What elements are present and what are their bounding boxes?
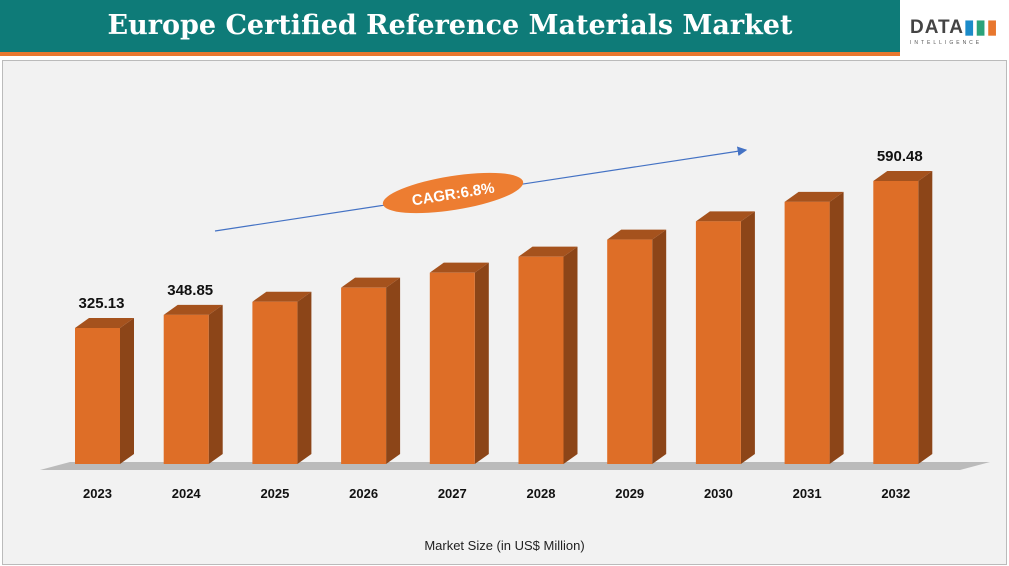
- data-label: 348.85: [167, 282, 213, 299]
- bar-top: [607, 229, 667, 240]
- x-tick-label: 2024: [172, 486, 202, 501]
- bar-2027: [429, 272, 475, 464]
- bar-side: [563, 246, 578, 464]
- bar-top: [163, 304, 223, 315]
- bar-side: [120, 318, 134, 464]
- data-label: 590.48: [877, 148, 923, 165]
- bar-top: [75, 318, 134, 328]
- bar-2023: [75, 328, 120, 464]
- bar-2032: [873, 181, 919, 464]
- x-axis-label: Market Size (in US$ Million): [424, 538, 585, 553]
- bar-top: [252, 291, 312, 302]
- bar-2025: [252, 301, 298, 464]
- logo-text: DATA▮▮▮: [910, 17, 999, 38]
- bar-2028: [518, 256, 564, 464]
- header-bar: [0, 0, 900, 56]
- bar-side: [740, 211, 755, 464]
- bar-2030: [695, 221, 741, 464]
- bar-top: [341, 277, 401, 288]
- bar-top: [518, 246, 578, 257]
- x-tick-label: 2029: [615, 486, 644, 501]
- data-label: 325.13: [79, 295, 125, 312]
- x-tick-label: 2028: [527, 486, 556, 501]
- bar-2026: [341, 287, 387, 464]
- bar-side: [386, 277, 401, 464]
- bar-top: [695, 211, 755, 222]
- logo-subtext: INTELLIGENCE: [910, 40, 983, 46]
- page-title: Europe Certified Reference Materials Mar…: [107, 10, 793, 41]
- bar-top: [429, 262, 489, 273]
- bar-side: [297, 291, 312, 464]
- bar-2029: [607, 239, 653, 464]
- bar-2024: [163, 314, 209, 464]
- bar-2031: [784, 201, 830, 464]
- bar-side: [829, 191, 844, 464]
- bar-top: [873, 171, 933, 181]
- x-tick-label: 2026: [349, 486, 378, 501]
- x-tick-label: 2025: [260, 486, 289, 501]
- cagr-badge: [382, 172, 524, 214]
- logo: DATA▮▮▮ INTELLIGENCE: [900, 0, 1009, 58]
- x-tick-label: 2027: [438, 486, 467, 501]
- x-tick-label: 2030: [704, 486, 733, 501]
- bar-side: [652, 229, 667, 464]
- bar-side: [474, 262, 489, 464]
- x-tick-label: 2031: [793, 486, 822, 501]
- x-tick-label: 2032: [881, 486, 910, 501]
- bar-top: [784, 191, 844, 202]
- x-tick-label: 2023: [83, 486, 112, 501]
- bar-side: [918, 171, 933, 464]
- bar-side: [208, 304, 223, 464]
